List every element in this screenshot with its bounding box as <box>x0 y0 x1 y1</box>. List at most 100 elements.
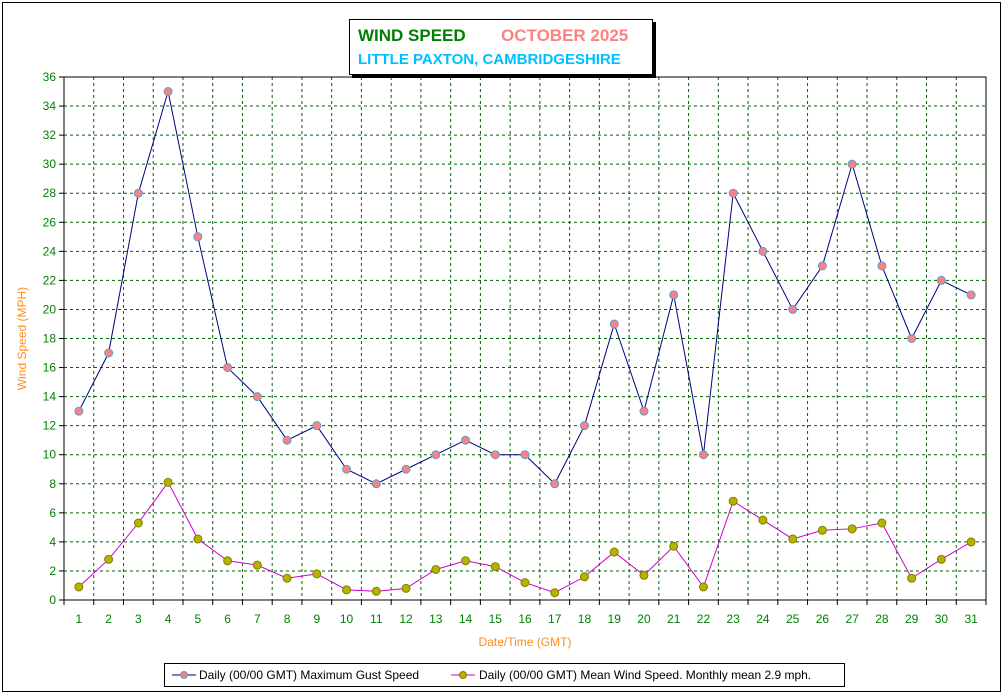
y-tick-label: 4 <box>49 535 56 549</box>
y-tick-label: 30 <box>43 157 57 171</box>
max-gust-point <box>579 421 589 431</box>
x-tick-label: 20 <box>637 612 651 626</box>
x-tick-label: 26 <box>816 612 830 626</box>
max-gust-point <box>490 450 500 460</box>
y-axis-label: Wind Speed (MPH) <box>15 287 29 390</box>
mean-wind-point <box>728 496 738 506</box>
mean-wind-point <box>877 518 887 528</box>
x-tick-label: 9 <box>313 612 320 626</box>
mean-wind-point <box>74 582 84 592</box>
y-tick-label: 32 <box>43 128 57 142</box>
mean-wind-point <box>907 573 917 583</box>
y-tick-label: 12 <box>43 419 57 433</box>
x-tick-label: 13 <box>429 612 443 626</box>
x-tick-label: 10 <box>340 612 354 626</box>
mean-wind-point <box>550 588 560 598</box>
legend-gust-swatch <box>172 671 196 679</box>
x-tick-label: 6 <box>224 612 231 626</box>
max-gust-point <box>698 450 708 460</box>
x-tick-label: 8 <box>284 612 291 626</box>
max-gust-point <box>669 290 679 300</box>
chart-title: WIND SPEED <box>358 26 466 45</box>
y-tick-label: 14 <box>43 390 57 404</box>
y-tick-label: 18 <box>43 332 57 346</box>
x-tick-label: 18 <box>578 612 592 626</box>
mean-wind-point <box>936 554 946 564</box>
max-gust-point <box>223 363 233 373</box>
max-gust-point <box>74 406 84 416</box>
x-tick-label: 15 <box>489 612 503 626</box>
plot-border <box>63 76 987 601</box>
x-tick-label: 19 <box>608 612 622 626</box>
max-gust-point <box>163 87 173 97</box>
y-tick-label: 8 <box>49 477 56 491</box>
x-tick-label: 4 <box>165 612 172 626</box>
x-tick-label: 31 <box>964 612 978 626</box>
mean-wind-point <box>193 534 203 544</box>
mean-wind-point <box>609 547 619 557</box>
mean-wind-point <box>490 562 500 572</box>
y-tick-label: 28 <box>43 186 57 200</box>
x-tick-label: 21 <box>667 612 681 626</box>
y-tick-label: 34 <box>43 99 57 113</box>
max-gust-point <box>728 188 738 198</box>
max-gust-point <box>788 304 798 314</box>
x-tick-label: 29 <box>905 612 919 626</box>
x-axis-label: Date/Time (GMT) <box>479 635 572 649</box>
max-gust-point <box>252 392 262 402</box>
x-tick-label: 2 <box>105 612 112 626</box>
max-gust-point <box>847 159 857 169</box>
max-gust-point <box>401 464 411 474</box>
x-tick-label: 5 <box>194 612 201 626</box>
x-tick-label: 25 <box>786 612 800 626</box>
max-gust-point <box>520 450 530 460</box>
max-gust-point <box>639 406 649 416</box>
x-tick-label: 1 <box>76 612 83 626</box>
mean-wind-point <box>579 572 589 582</box>
mean-wind-point <box>758 515 768 525</box>
x-tick-label: 30 <box>935 612 949 626</box>
mean-wind-point <box>520 578 530 588</box>
legend: Daily (00/00 GMT) Maximum Gust Speed Dai… <box>164 663 845 687</box>
max-gust-point <box>312 421 322 431</box>
title-box: WIND SPEED OCTOBER 2025 LITTLE PAXTON, C… <box>349 19 653 75</box>
x-tick-label: 12 <box>399 612 413 626</box>
x-tick-label: 17 <box>548 612 562 626</box>
mean-wind-point <box>431 564 441 574</box>
max-gust-point <box>758 246 768 256</box>
mean-wind-point <box>401 583 411 593</box>
max-gust-point <box>936 275 946 285</box>
mean-wind-point <box>461 556 471 566</box>
x-tick-label: 11 <box>370 612 383 626</box>
max-gust-point <box>817 261 827 271</box>
max-gust-point <box>609 319 619 329</box>
mean-wind-point <box>788 534 798 544</box>
mean-wind-point <box>163 477 173 487</box>
y-tick-label: 26 <box>43 215 57 229</box>
max-gust-point <box>907 334 917 343</box>
mean-wind-point <box>282 573 292 583</box>
x-tick-label: 16 <box>518 612 532 626</box>
x-tick-label: 14 <box>459 612 473 626</box>
legend-mean-label: Daily (00/00 GMT) Mean Wind Speed. Month… <box>479 668 812 682</box>
max-gust-point <box>282 435 292 445</box>
x-tick-label: 28 <box>875 612 889 626</box>
mean-wind-point <box>312 569 322 579</box>
mean-wind-point <box>966 537 976 547</box>
x-tick-label: 22 <box>697 612 711 626</box>
mean-wind-point <box>104 554 114 564</box>
mean-wind-point <box>252 560 262 570</box>
mean-wind-point <box>669 541 679 551</box>
legend-mean-swatch <box>451 671 475 679</box>
x-tick-label: 27 <box>845 612 859 626</box>
x-tick-label: 7 <box>254 612 261 626</box>
max-gust-point <box>133 188 143 198</box>
y-tick-label: 6 <box>49 506 56 520</box>
y-tick-label: 22 <box>43 273 57 287</box>
y-tick-label: 24 <box>43 244 57 258</box>
chart-subtitle: LITTLE PAXTON, CAMBRIDGESHIRE <box>358 51 621 68</box>
chart-title-period: OCTOBER 2025 <box>501 26 629 45</box>
max-gust-point <box>461 435 471 445</box>
